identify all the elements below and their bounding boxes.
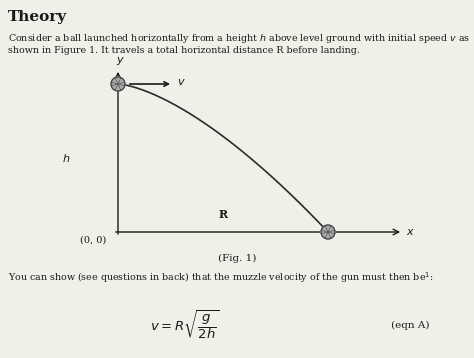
Text: (0, 0): (0, 0) [80, 236, 106, 245]
Text: (Fig. 1): (Fig. 1) [218, 254, 256, 263]
Text: $x$: $x$ [406, 227, 415, 237]
Circle shape [111, 77, 125, 91]
Text: You can show (see questions in back) that the muzzle velocity of the gun must th: You can show (see questions in back) tha… [8, 270, 434, 285]
Text: shown in Figure 1. It travels a total horizontal distance R before landing.: shown in Figure 1. It travels a total ho… [8, 46, 360, 55]
Text: $v$: $v$ [177, 77, 186, 87]
Circle shape [321, 225, 335, 239]
Text: $h$: $h$ [62, 152, 70, 164]
Text: (eqn A): (eqn A) [391, 320, 429, 330]
Text: Theory: Theory [8, 10, 67, 24]
Text: R: R [219, 208, 228, 219]
Text: Consider a ball launched horizontally from a height $h$ above level ground with : Consider a ball launched horizontally fr… [8, 32, 470, 45]
Text: $v = R\sqrt{\dfrac{g}{2h}}$: $v = R\sqrt{\dfrac{g}{2h}}$ [150, 309, 220, 342]
Text: $y$: $y$ [116, 55, 125, 67]
